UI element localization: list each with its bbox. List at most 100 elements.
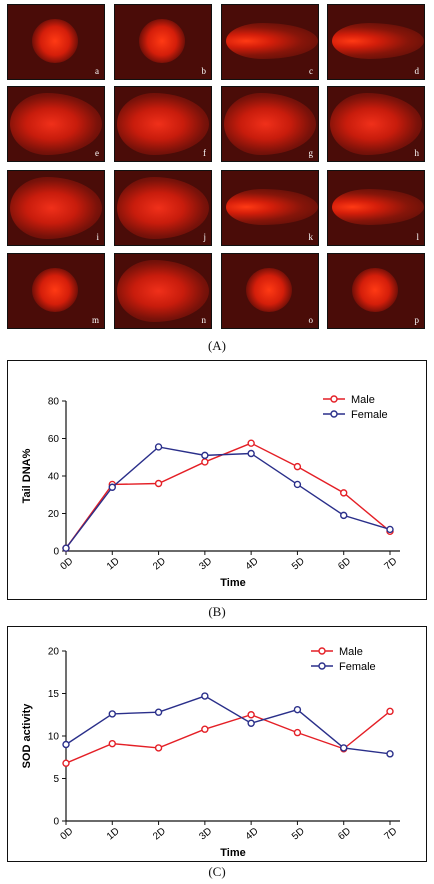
caption-c: (C) [208,864,226,879]
legend-male-marker [330,395,338,403]
cell-glow [330,93,422,155]
sod-activity-chart-panel: 0 5 10 15 20 0D 1D 2D 3D 4D 5D 6D 7D Time SOD activity… [7,626,427,862]
micrograph-label: p [414,315,420,325]
cell-glow [139,19,185,63]
male-data-point [62,759,70,767]
male-data-point [201,725,209,733]
cell-glow [332,189,424,225]
x-tick-label: 7D [383,556,400,573]
x-tick-label: 3D [197,556,214,573]
legend-male-label: Male [339,646,363,658]
female-data-point [62,740,70,749]
female-series-line [65,446,391,549]
y-tick-label: 60 [48,434,60,445]
x-tick-label: 1D [105,556,122,573]
micrograph-label: h [414,148,420,158]
male-data-point [340,489,348,497]
female-data-point [340,744,348,752]
cell-glow [10,93,102,155]
female-data-point [154,443,163,451]
male-data-point [247,439,255,447]
micrograph-f: f [114,86,212,162]
legend-female-marker [318,662,326,670]
x-tick-label: 6D [336,556,353,573]
x-tick-label: 3D [197,826,214,843]
x-tick-label: 6D [336,826,353,843]
male-series-line [65,710,391,764]
x-tick-label: 4D [244,826,261,843]
micrograph-label: m [91,315,99,325]
micrograph-j: j [114,170,212,246]
male-data-point [386,707,394,716]
micrograph-label: c [309,66,313,76]
cell-glow [226,23,318,59]
x-tick-label: 2D [151,556,168,573]
legend-female-label: Female [351,409,388,421]
y-tick-label: 0 [53,547,59,558]
micrograph-label: g [308,148,314,158]
micrograph-label: j [203,232,206,242]
female-data-point [62,544,70,552]
male-data-point [154,479,163,488]
female-data-point [386,525,394,534]
micrograph-k: k [221,170,319,246]
y-tick-label: 0 [53,817,59,828]
cell-glow [224,93,316,155]
micrograph-label: b [201,66,207,76]
cell-glow [10,177,102,239]
micrograph-label: a [95,66,99,76]
x-tick-label: 4D [244,556,261,573]
micrograph-label: f [203,148,206,158]
female-data-point [108,710,116,718]
female-data-point [108,483,116,491]
male-data-point [201,458,209,466]
tail-dna-chart: 0 20 40 60 80 0D 1D 2D 3D 4D 5D 6D 7D Time Tail DNA% Ma… [21,394,400,589]
sod-activity-chart: 0 5 10 15 20 0D 1D 2D 3D 4D 5D 6D 7D Time SOD activity… [21,646,400,859]
y-tick-label: 20 [48,647,60,658]
micrograph-i: i [7,170,105,246]
cell-glow [226,189,318,225]
micrograph-p: p [327,253,425,329]
y-tick-label: 20 [48,509,60,520]
micrograph-label: n [201,315,207,325]
micrograph-label: d [414,66,420,76]
micrograph-label: k [308,232,314,242]
micrograph-h: h [327,86,425,162]
micrograph-o: o [221,253,319,329]
caption-a: (A) [207,338,227,353]
female-data-point [293,480,302,489]
male-data-point [293,462,302,471]
y-tick-label: 15 [48,689,60,700]
x-tick-label: 5D [290,556,307,573]
x-tick-label: 0D [59,556,76,573]
female-data-point [154,708,163,716]
micrograph-label: i [96,232,99,242]
y-tick-label: 80 [48,397,60,408]
micrograph-g: g [221,86,319,162]
male-data-point [293,728,302,737]
cell-glow [117,260,209,322]
micrograph-c: c [221,4,319,80]
micrograph-d: d [327,4,425,80]
y-axis-title: Tail DNA% [21,448,33,503]
female-data-point [293,705,302,714]
x-tick-label: 2D [151,826,168,843]
cell-glow [117,93,209,155]
cell-glow [32,19,78,63]
male-data-point [154,744,163,752]
x-axis-title: Time [220,847,245,859]
female-data-point [340,511,348,520]
female-data-point [247,449,255,458]
female-data-point [386,750,394,758]
male-data-point [247,711,255,719]
female-data-point [201,451,209,460]
cell-glow [352,268,398,312]
x-tick-label: 0D [59,826,76,843]
x-axis-title: Time [220,577,245,589]
cell-glow [246,268,292,312]
female-data-point [201,692,209,700]
male-series-line [65,442,391,549]
legend-male-marker [318,647,326,655]
female-series-line [65,695,391,755]
legend-male-label: Male [351,394,375,406]
